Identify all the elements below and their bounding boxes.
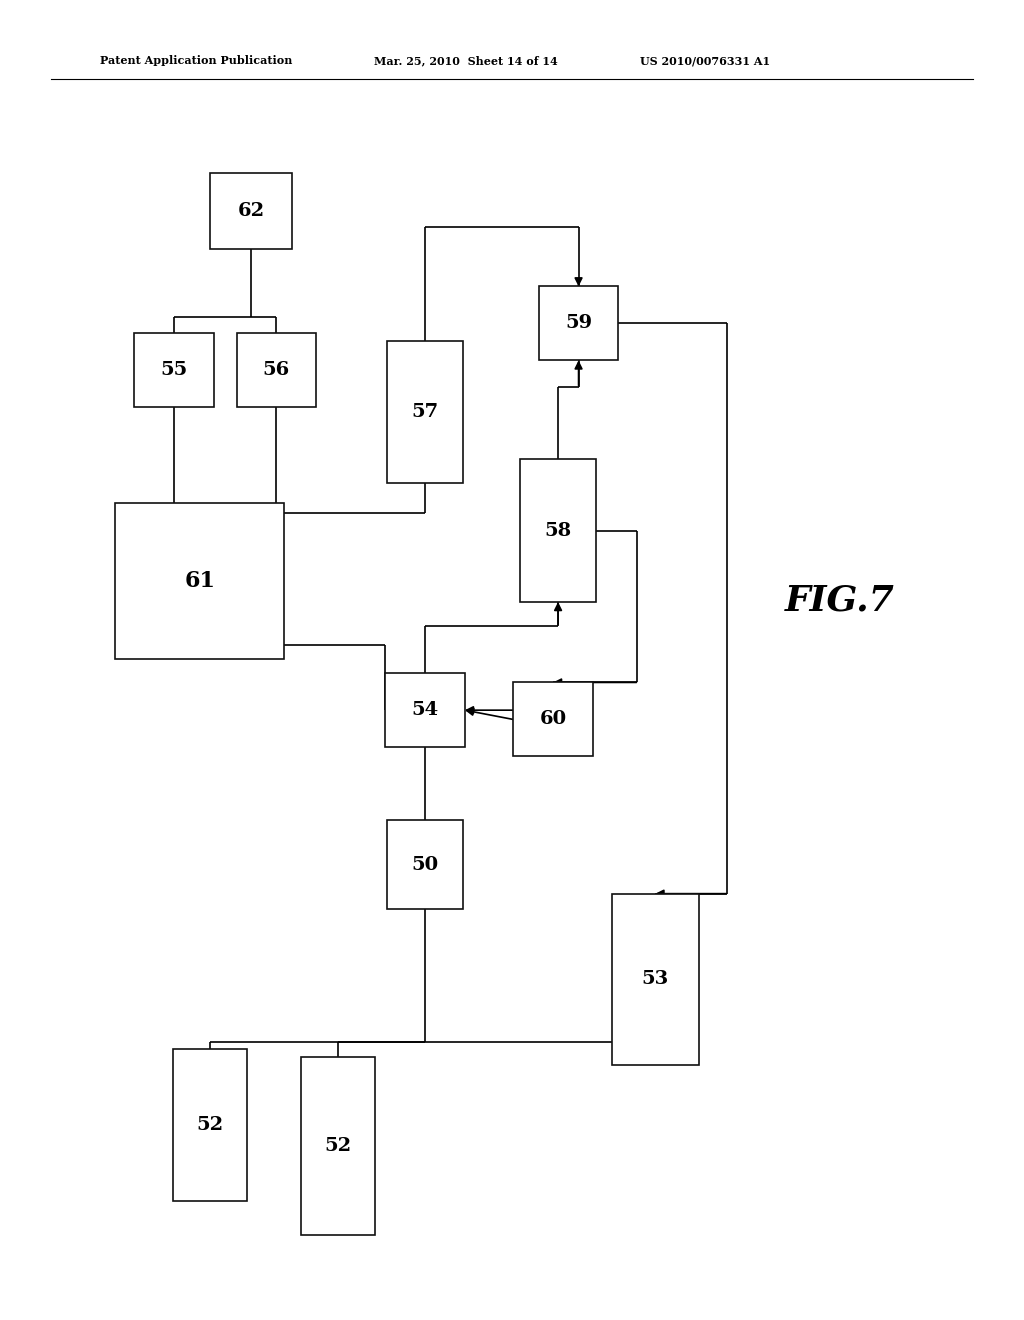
Text: 52: 52: [197, 1115, 223, 1134]
Text: 60: 60: [540, 710, 566, 729]
Text: 54: 54: [412, 701, 438, 719]
Text: 59: 59: [565, 314, 592, 333]
Text: 50: 50: [412, 855, 438, 874]
Text: 53: 53: [642, 970, 669, 989]
Bar: [513, 682, 593, 756]
Bar: [385, 673, 465, 747]
Text: Patent Application Publication: Patent Application Publication: [100, 55, 293, 66]
Bar: [520, 459, 596, 602]
Bar: [134, 333, 214, 407]
Bar: [173, 1048, 247, 1201]
Text: 55: 55: [161, 360, 187, 379]
Bar: [301, 1056, 375, 1236]
Text: FIG.7: FIG.7: [784, 583, 895, 618]
Bar: [612, 894, 698, 1065]
Bar: [539, 286, 618, 360]
Text: 56: 56: [263, 360, 290, 379]
Bar: [237, 333, 316, 407]
Text: 62: 62: [238, 202, 264, 220]
Text: 61: 61: [184, 570, 215, 591]
Text: 58: 58: [545, 521, 571, 540]
Bar: [387, 341, 463, 483]
Bar: [387, 820, 463, 909]
Text: 52: 52: [325, 1137, 351, 1155]
Bar: [210, 173, 292, 249]
Text: 57: 57: [412, 403, 438, 421]
Text: Mar. 25, 2010  Sheet 14 of 14: Mar. 25, 2010 Sheet 14 of 14: [374, 55, 557, 66]
Text: US 2010/0076331 A1: US 2010/0076331 A1: [640, 55, 770, 66]
Bar: [115, 503, 285, 659]
